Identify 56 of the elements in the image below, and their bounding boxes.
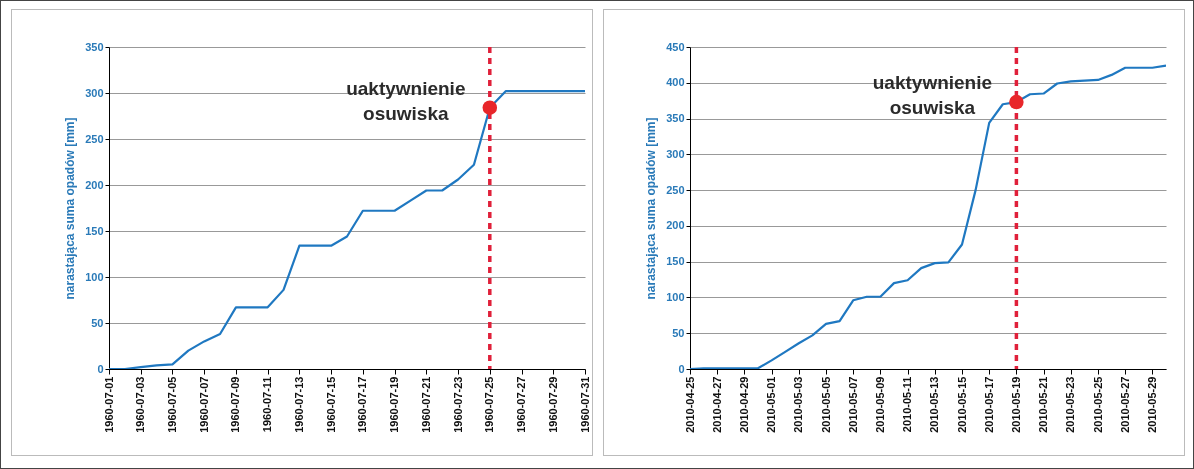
y-tick-label: 200 bbox=[666, 219, 685, 232]
annotation: uaktywnienie osuwiska bbox=[346, 77, 466, 124]
x-tick-label: 2010-05-29 bbox=[1145, 376, 1158, 433]
y-tick-label: 50 bbox=[672, 326, 685, 339]
y-tick-label: 450 bbox=[666, 40, 685, 53]
x-tick-label: 2010-05-07 bbox=[846, 376, 859, 433]
x-tick-label: 2010-04-25 bbox=[683, 376, 696, 433]
y-tick-label: 250 bbox=[666, 183, 685, 196]
y-tick-label: 300 bbox=[666, 147, 685, 160]
x-tick-label: 2010-05-11 bbox=[901, 376, 914, 433]
x-tick-label: 1960-07-15 bbox=[324, 376, 337, 433]
x-tick-label: 1960-07-07 bbox=[197, 376, 210, 433]
x-tick-label: 1960-07-29 bbox=[546, 376, 559, 433]
x-tick-label: 1960-07-23 bbox=[451, 376, 464, 433]
x-tick-label: 2010-05-17 bbox=[982, 376, 995, 433]
x-tick-label: 1960-07-13 bbox=[292, 376, 305, 433]
y-tick-label: 300 bbox=[85, 86, 104, 99]
y-tick-label: 0 bbox=[97, 362, 104, 375]
y-tick-label: 200 bbox=[85, 178, 104, 191]
y-tick-label: 50 bbox=[91, 316, 104, 329]
y-tick-label: 350 bbox=[85, 40, 104, 53]
x-tick-label: 1960-07-11 bbox=[261, 376, 274, 433]
x-tick-label: 2010-05-03 bbox=[792, 376, 805, 433]
x-tick-label: 1960-07-03 bbox=[134, 376, 147, 433]
x-tick-label: 1960-07-31 bbox=[578, 376, 591, 433]
x-tick-label: 1960-07-25 bbox=[483, 376, 496, 433]
y-axis-title: narastająca suma opadów [mm] bbox=[644, 117, 659, 300]
x-tick-label: 2010-05-15 bbox=[955, 376, 968, 433]
x-tick-label: 1960-07-19 bbox=[388, 376, 401, 433]
x-tick-label: 2010-05-27 bbox=[1118, 376, 1131, 433]
y-tick-label: 350 bbox=[666, 112, 685, 125]
x-tick-label: 2010-04-29 bbox=[737, 376, 750, 433]
x-tick-label: 1960-07-09 bbox=[229, 376, 242, 433]
x-tick-label: 2010-05-13 bbox=[928, 376, 941, 433]
x-tick-label: 1960-07-17 bbox=[356, 376, 369, 433]
y-tick-label: 400 bbox=[666, 76, 685, 89]
x-tick-label: 2010-05-19 bbox=[1009, 376, 1022, 433]
y-tick-label: 100 bbox=[666, 290, 685, 303]
x-tick-label: 1960-07-01 bbox=[102, 376, 115, 433]
x-tick-label: 2010-05-09 bbox=[873, 376, 886, 433]
x-tick-label: 1960-07-05 bbox=[165, 376, 178, 433]
x-tick-label: 1960-07-27 bbox=[515, 376, 528, 433]
y-tick-label: 150 bbox=[666, 255, 685, 268]
y-tick-label: 150 bbox=[85, 224, 104, 237]
y-tick-label: 100 bbox=[85, 270, 104, 283]
x-tick-label: 2010-05-21 bbox=[1037, 376, 1050, 433]
x-tick-label: 2010-05-23 bbox=[1064, 376, 1077, 433]
annotation: uaktywnienie osuwiska bbox=[872, 72, 993, 119]
y-axis-title: narastająca suma opadów [mm] bbox=[63, 117, 78, 300]
y-tick-label: 250 bbox=[85, 132, 104, 145]
x-tick-label: 2010-04-27 bbox=[710, 376, 723, 433]
x-tick-label: 2010-05-01 bbox=[765, 376, 778, 433]
x-tick-label: 1960-07-21 bbox=[419, 376, 432, 433]
x-tick-label: 2010-05-05 bbox=[819, 376, 832, 433]
y-tick-label: 0 bbox=[678, 362, 685, 375]
x-tick-label: 2010-05-25 bbox=[1091, 376, 1104, 433]
